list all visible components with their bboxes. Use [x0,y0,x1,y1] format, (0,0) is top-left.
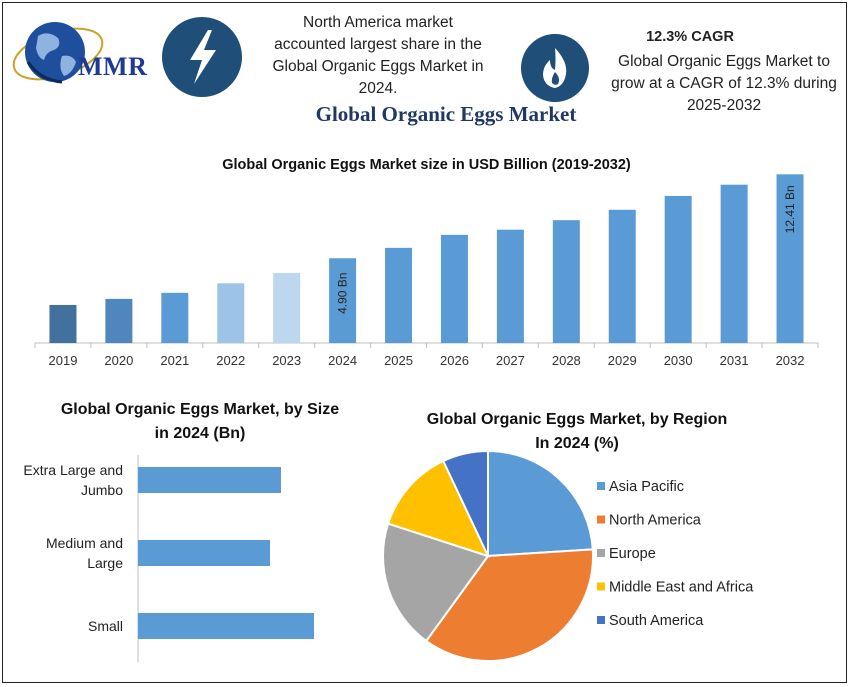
highlight-left-line: North America market [303,14,453,31]
logo-text: MMR [78,52,148,81]
page-title: Global Organic Eggs Market [315,102,577,126]
highlight-right-title: 12.3% CAGR [646,29,734,45]
highlight-left-line: accounted largest share in the [274,36,482,53]
highlight-right: Global Organic Eggs Market to grow at a … [600,51,848,117]
highlight-right-line: Global Organic Eggs Market to [618,53,830,70]
flame-icon [521,34,589,102]
highlight-right-line: 2025-2032 [686,97,762,114]
highlight-left: North America market accounted largest s… [262,12,494,100]
highlight-left-line: Global Organic Eggs Market in [272,58,484,75]
globe-logo-icon [12,22,104,84]
highlight-left-line: 2024. [358,80,398,97]
highlight-right-line: grow at a CAGR of 12.3% during [611,75,837,92]
lightning-icon [162,17,242,97]
header-graphics [12,17,589,102]
